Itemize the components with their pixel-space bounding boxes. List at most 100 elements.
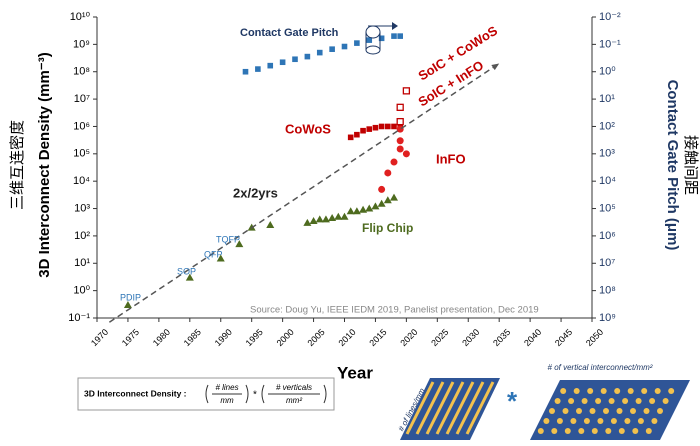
data-point	[352, 207, 361, 215]
via	[581, 398, 588, 404]
via	[610, 418, 617, 424]
data-point	[377, 199, 386, 207]
y2-tick-label: 10⁴	[599, 175, 616, 187]
data-point	[354, 40, 360, 46]
y2-tick-label: 10⁹	[599, 312, 616, 324]
data-point	[365, 204, 374, 212]
via	[624, 418, 631, 424]
data-point	[397, 33, 403, 39]
y2-tick-label: 10⁶	[599, 230, 616, 242]
data-point	[292, 56, 298, 63]
annotation: TQFP	[216, 234, 240, 244]
y2-tick-label: 10³	[599, 148, 615, 160]
data-point	[378, 35, 385, 42]
formula-operator: *	[253, 390, 257, 401]
y-tick-label: 10⁵	[73, 148, 90, 160]
vias-diagram: # of vertical interconnect/mm²	[530, 363, 690, 440]
y2-tick-label: 10⁷	[599, 257, 615, 269]
via	[600, 388, 607, 394]
series-label: CoWoS	[285, 121, 331, 136]
data-point	[383, 196, 392, 204]
y2-tick-label: 10⁻¹	[599, 38, 621, 50]
y-tick-label: 10⁷	[74, 93, 90, 105]
vias-pattern	[537, 388, 675, 434]
y-tick-label: 10¹	[74, 257, 90, 269]
via	[537, 428, 544, 434]
via	[641, 388, 648, 394]
data-point	[359, 205, 368, 213]
annotation: SOP	[177, 266, 196, 276]
data-point	[279, 59, 286, 66]
series-label: Flip Chip	[362, 221, 413, 235]
data-point	[303, 218, 312, 226]
data-point	[316, 49, 323, 56]
y-label: 3D Interconnect Density (mm⁻³)	[36, 52, 53, 277]
y-tick-label: 10⁻¹	[68, 312, 90, 324]
data-point	[328, 214, 337, 222]
y2-tick-label: 10⁸	[599, 285, 616, 297]
data-point	[334, 212, 343, 220]
series-label: InFO	[436, 151, 466, 166]
data-point	[185, 273, 194, 281]
via	[608, 398, 615, 404]
data-point	[378, 185, 386, 193]
via	[637, 418, 644, 424]
via	[570, 418, 577, 424]
y-tick-label: 10³	[74, 202, 90, 214]
annotation: Source: Doug Yu, IEEE IEDM 2019, Panelis…	[250, 305, 539, 316]
via	[622, 398, 629, 404]
via	[564, 428, 571, 434]
data-point	[341, 43, 348, 50]
data-point	[396, 145, 404, 153]
num2: # verticals	[276, 383, 312, 392]
lines-pattern	[405, 381, 495, 435]
data-point	[216, 254, 225, 262]
via	[583, 418, 590, 424]
y2-tick-label: 10²	[599, 120, 615, 132]
via	[578, 428, 585, 434]
annotation: PDIP	[120, 292, 141, 302]
gate-icon	[365, 25, 381, 39]
data-point	[309, 217, 318, 225]
data-point	[384, 169, 392, 177]
gate-icon	[365, 45, 381, 55]
via	[605, 428, 612, 434]
via	[645, 428, 652, 434]
data-point	[372, 124, 379, 131]
data-point	[346, 207, 355, 215]
trend-line	[108, 62, 500, 323]
data-point	[340, 212, 349, 220]
data-point	[396, 103, 404, 111]
y2-tick-label: 10⁻²	[599, 11, 621, 23]
y-tick-label: 10⁰	[73, 285, 90, 297]
y-tick-label: 10⁴	[73, 175, 90, 187]
y-tick-label: 10⁸	[73, 66, 90, 78]
via	[649, 398, 656, 404]
data-point	[321, 215, 330, 223]
y2-tick-label: 10⁰	[599, 66, 616, 78]
data-point	[242, 68, 249, 75]
via	[657, 408, 663, 414]
via	[573, 388, 580, 394]
data-point	[360, 127, 366, 134]
via	[603, 408, 609, 414]
via	[551, 428, 558, 434]
via	[556, 418, 563, 424]
trend-arrow	[491, 63, 500, 71]
y-tick-label: 10¹⁰	[70, 11, 91, 23]
data-point	[315, 215, 324, 223]
via	[568, 398, 575, 404]
parens	[205, 384, 327, 404]
data-point	[385, 123, 391, 130]
formula: 3D Interconnect Density : # lines mm * #…	[77, 377, 335, 411]
data-point	[371, 202, 380, 210]
data-point	[396, 117, 404, 126]
via	[576, 408, 582, 414]
via	[595, 398, 602, 404]
data-point	[396, 137, 404, 145]
via	[614, 388, 621, 394]
data-point	[366, 37, 373, 43]
series-label: Contact Gate Pitch	[240, 27, 339, 39]
via	[630, 408, 636, 414]
y2-label-cn: 接触间距	[682, 135, 699, 195]
